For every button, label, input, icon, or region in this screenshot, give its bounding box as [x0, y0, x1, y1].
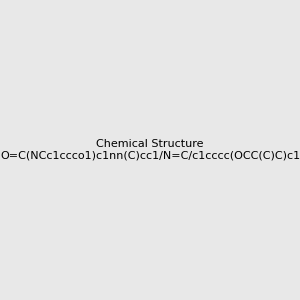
Text: Chemical Structure
O=C(NCc1ccco1)c1nn(C)cc1/N=C/c1cccc(OCC(C)C)c1: Chemical Structure O=C(NCc1ccco1)c1nn(C)…	[0, 139, 300, 161]
